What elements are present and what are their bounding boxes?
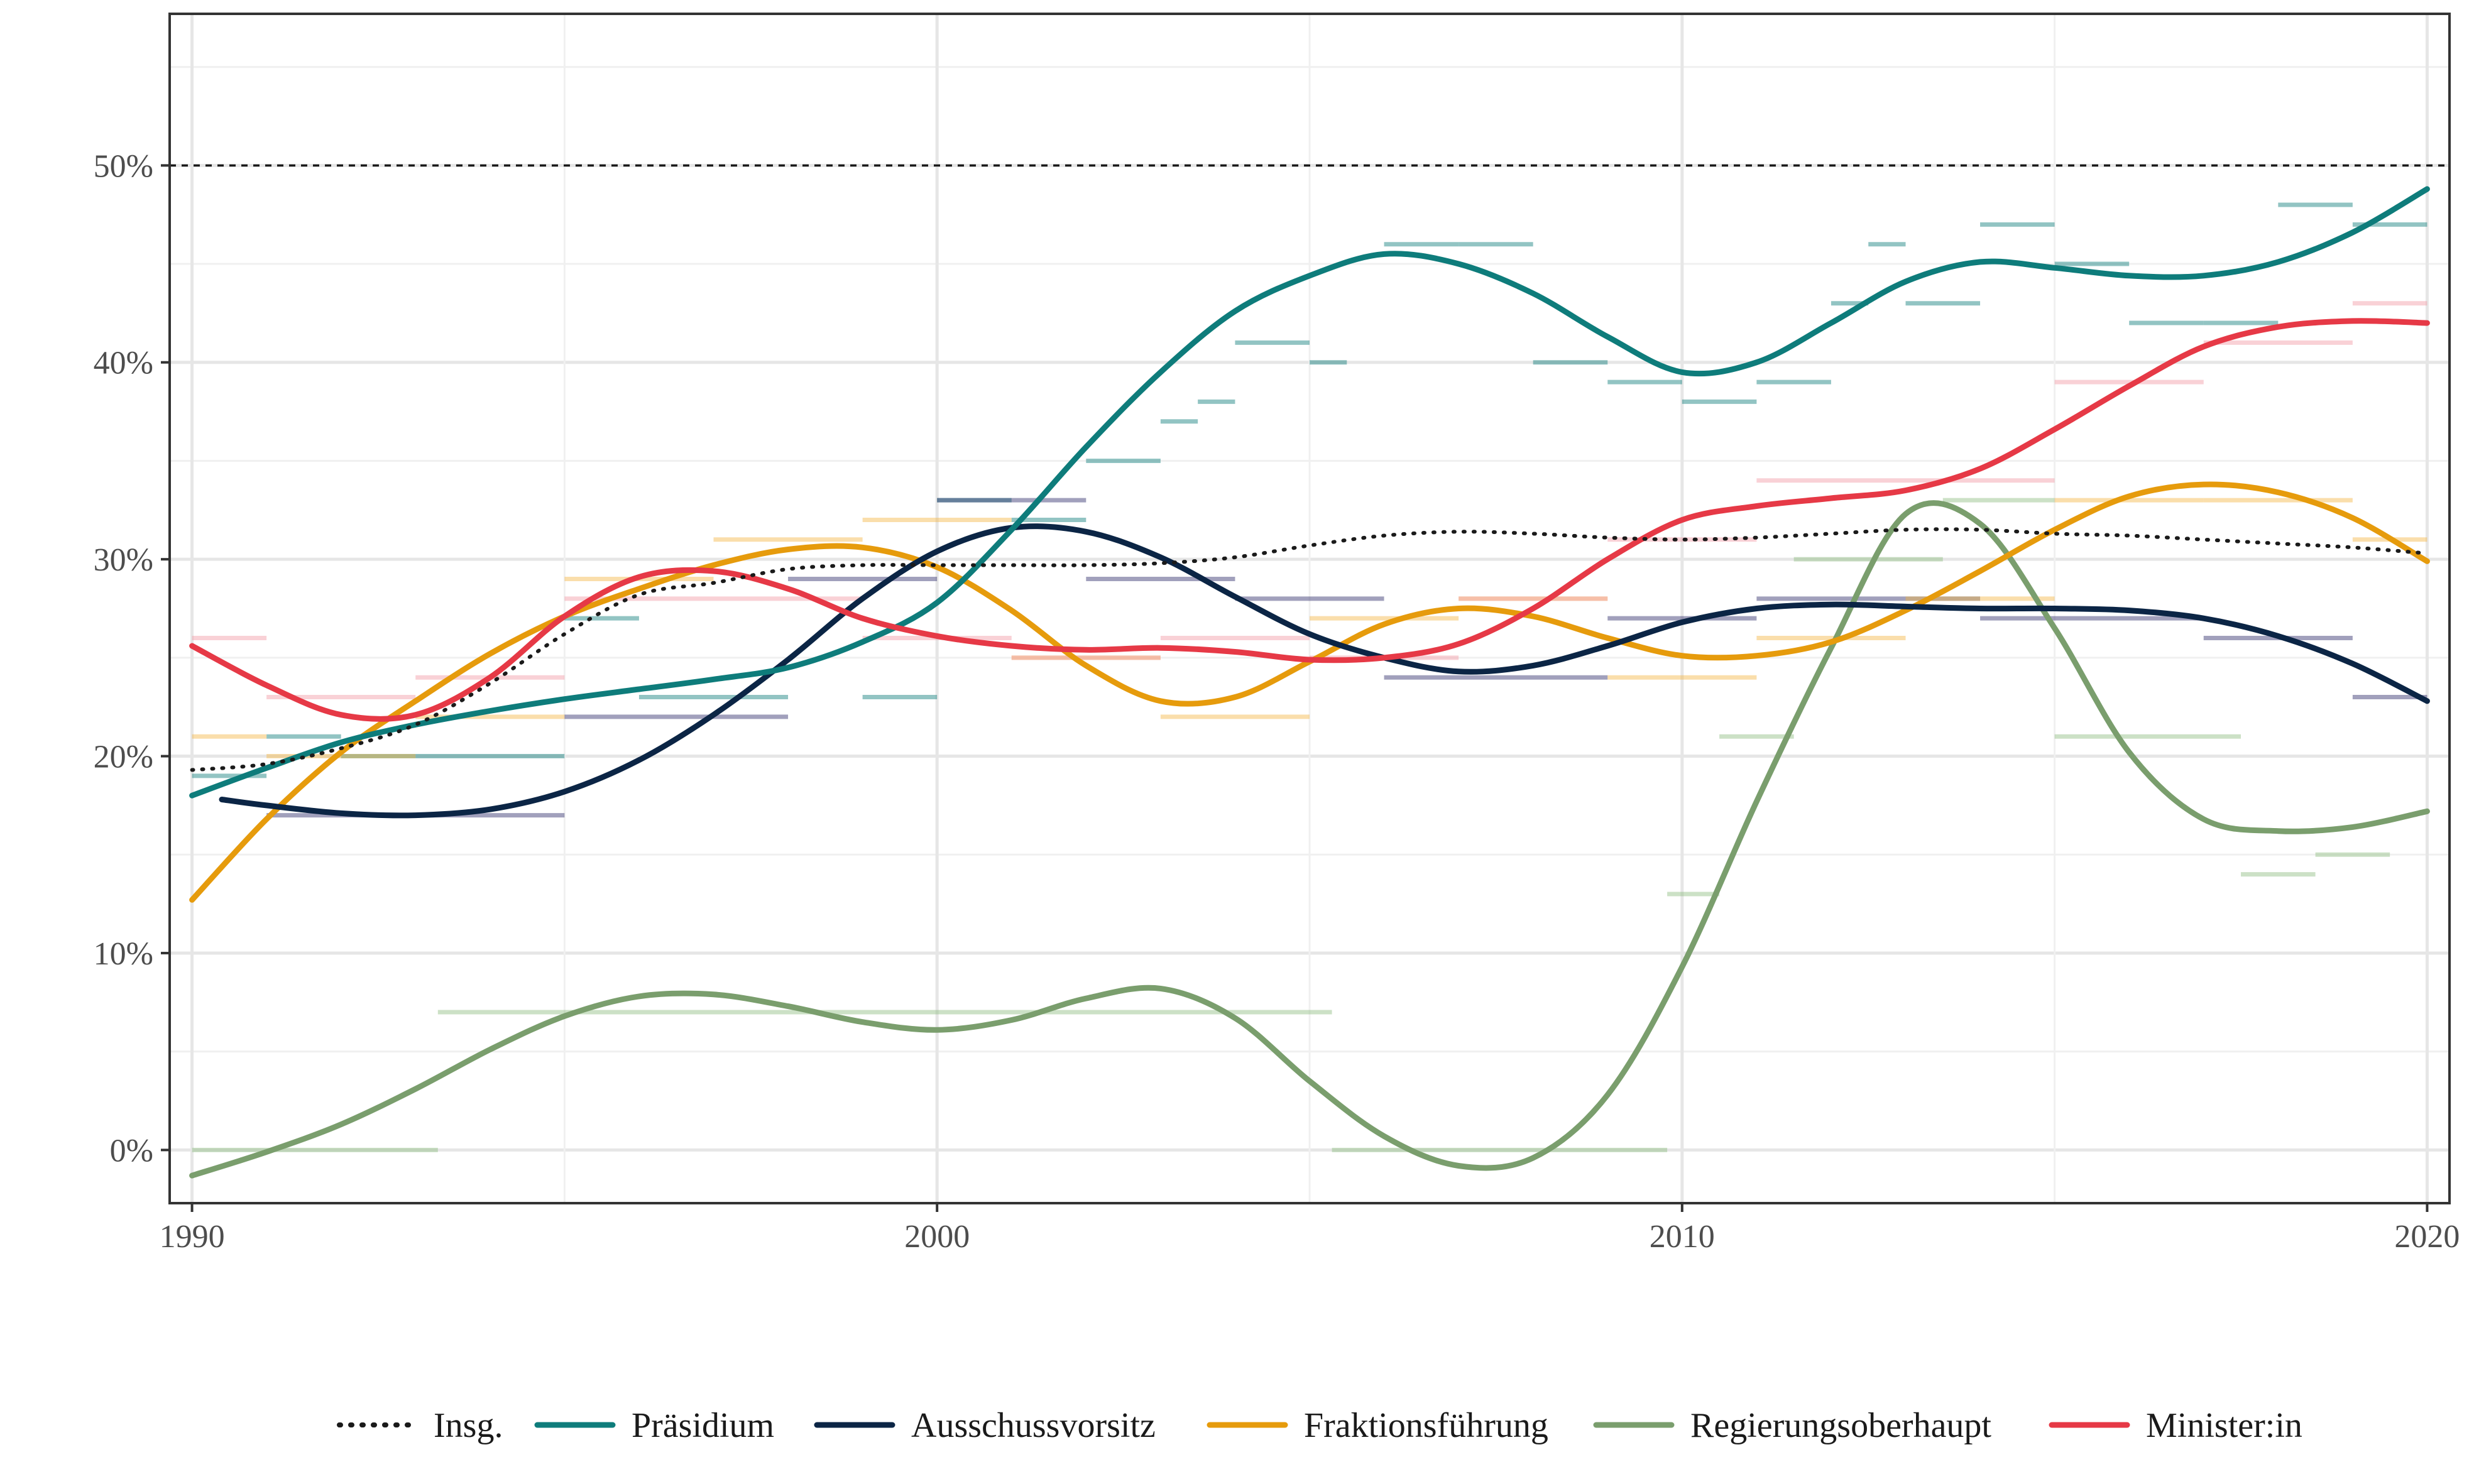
- legend-label: Minister:in: [2146, 1406, 2302, 1445]
- x-tick-label: 1990: [160, 1219, 225, 1255]
- legend-label: Ausschussvorsitz: [911, 1406, 1156, 1445]
- series-line-2: [219, 523, 2430, 819]
- y-tick-label: 10%: [94, 936, 153, 972]
- y-tick-label: 40%: [94, 346, 153, 381]
- legend-label: Insg.: [434, 1406, 503, 1445]
- y-tick-label: 30%: [94, 542, 153, 578]
- series-line-4: [189, 500, 2430, 1179]
- plot-frame: [168, 13, 2451, 1204]
- series-line-1: [189, 186, 2430, 799]
- x-axis: 1990 2000 2010 2020: [160, 1203, 2460, 1255]
- x-tick-label: 2010: [1650, 1219, 1715, 1255]
- legend: Insg. Präsidium Ausschussvorsitz Fraktionsf…: [337, 1406, 2302, 1445]
- legend-label: Regierungsoberhaupt: [1690, 1406, 1991, 1445]
- series-line-3: [189, 481, 2430, 903]
- y-tick-label: 0%: [110, 1133, 153, 1169]
- legend-label: Fraktionsführung: [1304, 1406, 1548, 1445]
- series-line-5: [189, 318, 2430, 722]
- segment-marks: [192, 202, 2427, 1152]
- series-lines: [189, 186, 2430, 1179]
- legend-label: Präsidium: [632, 1406, 774, 1445]
- x-tick-label: 2020: [2394, 1219, 2460, 1255]
- x-tick-label: 2000: [904, 1219, 970, 1255]
- y-tick-label: 20%: [94, 739, 153, 775]
- plot-border: [168, 13, 2451, 1204]
- y-tick-label: 50%: [94, 148, 153, 184]
- series-line-0: [190, 527, 2429, 772]
- y-axis: 0% 10% 20% 30% 40% 50%: [94, 148, 170, 1169]
